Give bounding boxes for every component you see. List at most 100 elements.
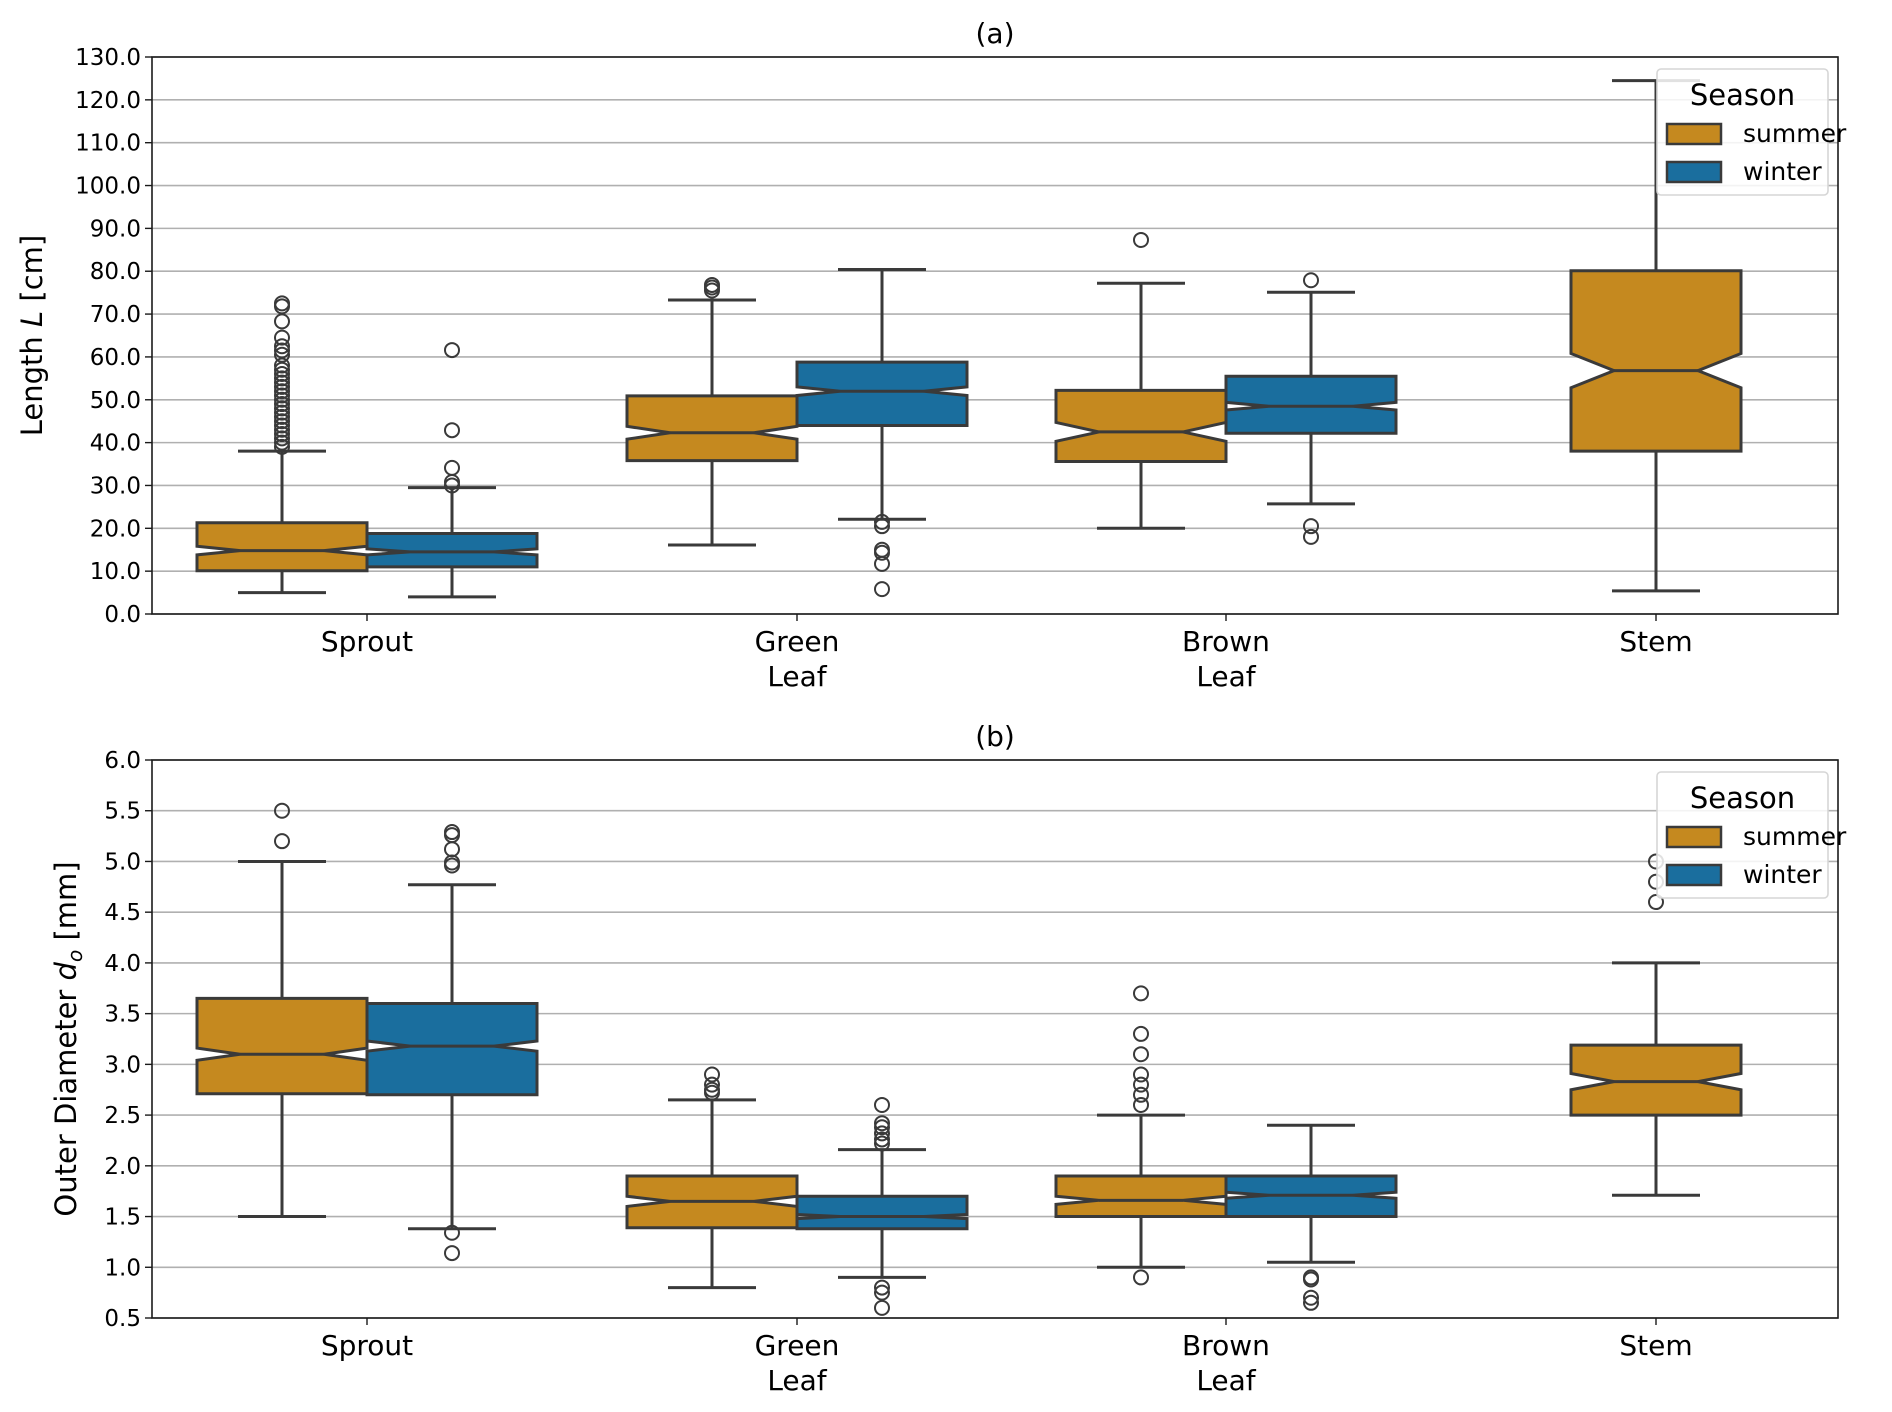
y-axis-label-variable: d	[49, 961, 83, 980]
outlier-point	[874, 1125, 890, 1142]
outlier-point	[274, 313, 290, 330]
outlier-point	[444, 422, 460, 439]
outlier-point	[704, 1066, 720, 1083]
outlier-point	[274, 413, 290, 430]
outlier-point	[1133, 1076, 1149, 1093]
box-summer-stem	[1569, 853, 1743, 1197]
outlier-point	[874, 1115, 890, 1132]
legend-title: Season	[1690, 781, 1795, 815]
legend: Season summer winter	[1656, 68, 1847, 196]
outlier-point	[1133, 1046, 1149, 1063]
box-winter-brown-leaf	[1224, 1123, 1398, 1311]
legend-label-winter: winter	[1743, 157, 1822, 186]
outlier-point	[444, 342, 460, 359]
x-tick-label: Brown	[1182, 625, 1270, 658]
y-tick-label: 6.0	[104, 748, 141, 774]
outlier-point	[1133, 1066, 1149, 1083]
outlier-point	[274, 421, 290, 438]
outlier-point	[274, 417, 290, 434]
outlier-point	[874, 1135, 890, 1152]
outlier-point	[874, 513, 890, 530]
outlier-point	[274, 378, 290, 395]
outlier-point	[274, 802, 290, 819]
box-summer-brown-leaf	[1054, 231, 1228, 530]
box-body	[795, 1194, 969, 1231]
outlier-point	[274, 430, 290, 447]
outlier-point	[444, 824, 460, 841]
outlier-point	[444, 841, 460, 858]
legend-swatch-summer	[1665, 825, 1723, 849]
box-body	[625, 394, 799, 463]
y-tick-label: 60.0	[90, 345, 141, 371]
legend-title: Season	[1690, 78, 1795, 112]
y-tick-label: 2.0	[104, 1154, 141, 1180]
x-tick-label: Sprout	[321, 625, 413, 658]
outlier-point	[274, 434, 290, 451]
box-summer-brown-leaf	[1054, 985, 1228, 1286]
y-tick-label: 5.0	[104, 849, 141, 875]
outlier-point	[874, 1096, 890, 1113]
box-body	[1569, 1043, 1743, 1117]
box-summer-sprout	[195, 295, 369, 595]
x-tick-label: Sprout	[321, 1329, 413, 1362]
box-summer-stem	[1569, 79, 1743, 593]
box-body	[795, 360, 969, 427]
outlier-point	[874, 1119, 890, 1136]
outlier-point	[874, 1279, 890, 1296]
y-tick-label: 80.0	[90, 259, 141, 285]
outlier-point	[274, 426, 290, 443]
outlier-point	[274, 396, 290, 413]
y-tick-label: 120.0	[75, 88, 141, 114]
outlier-point	[274, 295, 290, 312]
outlier-point	[1648, 894, 1664, 911]
outlier-point	[1303, 272, 1319, 289]
y-tick-label: 70.0	[90, 302, 141, 328]
y-tick-label: 50.0	[90, 388, 141, 414]
legend-swatch-summer	[1665, 122, 1723, 146]
y-tick-label: 0.0	[104, 602, 141, 628]
outlier-point	[874, 581, 890, 598]
outlier-point	[274, 366, 290, 383]
outlier-point	[874, 1284, 890, 1301]
outlier-point	[274, 346, 290, 363]
x-tick-label: Brown	[1182, 1329, 1270, 1362]
legend-label-summer: summer	[1743, 119, 1847, 148]
outlier-point	[1303, 1294, 1319, 1311]
outlier-point	[874, 541, 890, 558]
outlier-point	[274, 342, 290, 359]
outlier-point	[1303, 1269, 1319, 1286]
y-axis-label: Length L [cm]	[15, 235, 49, 436]
legend-label-summer: summer	[1743, 822, 1847, 851]
y-tick-label: 40.0	[90, 431, 141, 457]
outlier-point	[1133, 1269, 1149, 1286]
outlier-point	[444, 1224, 460, 1241]
y-tick-label: 3.0	[104, 1052, 141, 1078]
x-tick-label: Stem	[1619, 625, 1692, 658]
box-winter-sprout	[365, 342, 539, 599]
y-axis-label-unit: [mm]	[49, 861, 83, 949]
box-summer-sprout	[195, 802, 369, 1219]
x-tick-label: Leaf	[1196, 660, 1256, 693]
y-tick-label: 3.5	[104, 1002, 141, 1028]
box-body	[1569, 269, 1743, 453]
box-winter-green-leaf	[795, 1096, 969, 1316]
y-tick-label: 90.0	[90, 216, 141, 242]
outlier-point	[1303, 1289, 1319, 1306]
legend-label-winter: winter	[1743, 860, 1822, 889]
outlier-point	[274, 833, 290, 850]
outlier-point	[274, 408, 290, 425]
y-tick-label: 20.0	[90, 516, 141, 542]
panel-title: (b)	[975, 720, 1015, 753]
outlier-point	[274, 438, 290, 455]
y-axis-label-unit: [cm]	[15, 235, 49, 311]
box-body	[195, 996, 369, 1096]
outlier-point	[1133, 1096, 1149, 1113]
y-axis-label-text: Length	[15, 327, 49, 436]
outlier-point	[274, 387, 290, 404]
x-tick-label: Leaf	[767, 1364, 827, 1397]
x-tick-label: Green	[755, 625, 840, 658]
outlier-point	[1133, 1025, 1149, 1042]
box-winter-sprout	[365, 824, 539, 1262]
outlier-point	[444, 1245, 460, 1262]
